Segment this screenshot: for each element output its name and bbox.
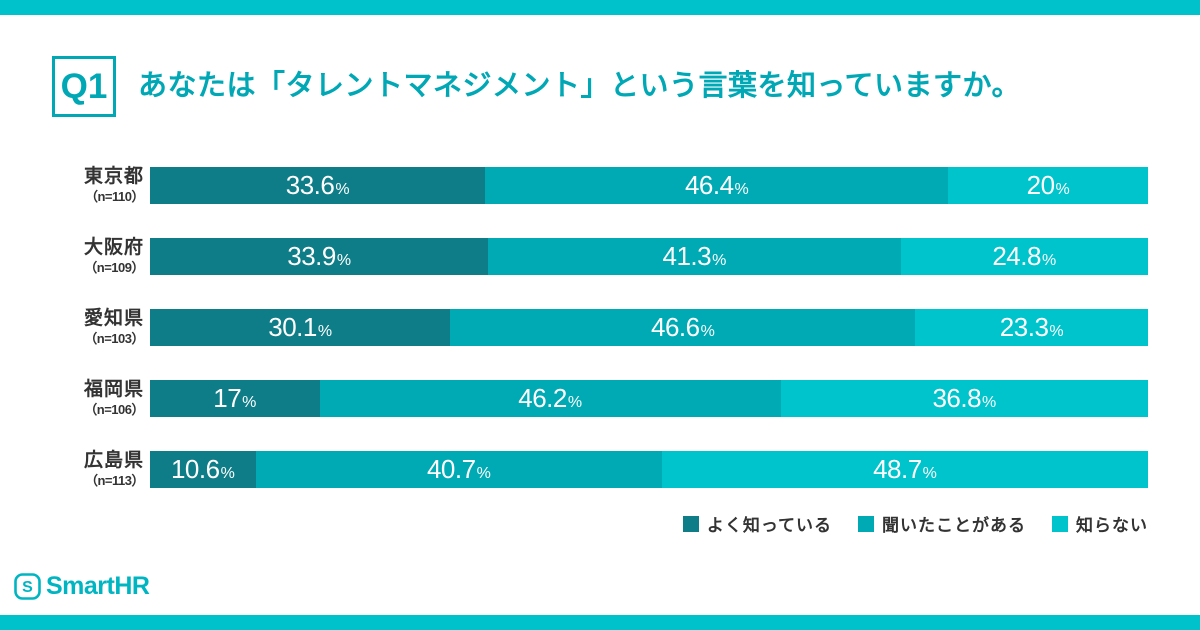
sample-size-label: （n=103） <box>84 330 144 346</box>
smarthr-logo-text: SmartHR <box>46 572 150 600</box>
bar-segment: 48.7% <box>661 450 1148 488</box>
bar-value-label: 17% <box>213 382 257 413</box>
bar-segment: 46.2% <box>319 379 781 417</box>
row-label: 東京都 （n=110） <box>52 165 150 205</box>
prefecture-name: 福岡県 <box>83 379 144 400</box>
bar-value-label: 30.1% <box>268 311 333 342</box>
chart-row: 愛知県 （n=103） 30.1% 46.6% 23.3% <box>52 307 1148 347</box>
bar-segment: 33.6% <box>150 166 486 204</box>
row-label: 福岡県 （n=106） <box>52 378 150 418</box>
legend-item: 知らない <box>1052 511 1148 536</box>
bar-segment: 23.3% <box>915 308 1148 346</box>
stacked-bar: 17% 46.2% 36.8% <box>150 379 1148 417</box>
bar-segment: 40.7% <box>255 450 662 488</box>
legend-swatch <box>1052 515 1068 532</box>
row-label: 広島県 （n=113） <box>52 449 150 489</box>
content: Q1 あなたは「タレントマネジメント」という言葉を知っていますか。 東京都 （n=… <box>0 15 1200 615</box>
bar-value-label: 41.3% <box>662 240 727 271</box>
row-label: 愛知県 （n=103） <box>52 307 150 347</box>
question-title: あなたは「タレントマネジメント」という言葉を知っていますか。 <box>138 70 1021 103</box>
svg-text:S: S <box>22 579 33 596</box>
stacked-bar: 30.1% 46.6% 23.3% <box>150 308 1148 346</box>
bar-value-label: 23.3% <box>999 311 1064 342</box>
bar-value-label: 10.6% <box>170 453 235 484</box>
bar-value-label: 33.6% <box>285 169 350 200</box>
row-label: 大阪府 （n=109） <box>52 236 150 276</box>
bar-value-label: 20% <box>1026 169 1070 200</box>
header: Q1 あなたは「タレントマネジメント」という言葉を知っていますか。 <box>52 56 1148 117</box>
footer: S SmartHR <box>14 572 150 605</box>
prefecture-name: 愛知県 <box>83 308 144 329</box>
smarthr-logo: S SmartHR <box>14 572 150 601</box>
prefecture-name: 広島県 <box>83 450 144 471</box>
chart-rows: 東京都 （n=110） 33.6% 46.4% 20% 大阪府 （n=109） 33.9% 41… <box>52 165 1148 489</box>
chart-legend: よく知っている 聞いたことがある 知らない <box>52 511 1148 536</box>
legend-label: 知らない <box>1076 516 1148 535</box>
prefecture-name: 東京都 <box>83 166 144 187</box>
bar-value-label: 24.8% <box>992 240 1057 271</box>
legend-item: 聞いたことがある <box>858 511 1026 536</box>
legend-item: よく知っている <box>682 511 832 536</box>
bar-segment: 30.1% <box>150 308 451 346</box>
bar-value-label: 40.7% <box>426 453 491 484</box>
bottom-accent-bar <box>0 615 1200 630</box>
bar-value-label: 36.8% <box>932 382 997 413</box>
question-number-badge: Q1 <box>52 56 116 117</box>
bar-value-label: 48.7% <box>873 453 937 484</box>
legend-label: よく知っている <box>706 516 832 535</box>
legend-label: 聞いたことがある <box>882 516 1026 535</box>
bar-segment: 17% <box>150 379 320 417</box>
sample-size-label: （n=106） <box>84 401 144 417</box>
chart-row: 東京都 （n=110） 33.6% 46.4% 20% <box>52 165 1148 205</box>
top-accent-bar <box>0 0 1200 15</box>
bar-segment: 36.8% <box>780 379 1148 417</box>
bar-segment: 24.8% <box>900 237 1148 275</box>
sample-size-label: （n=113） <box>84 472 145 488</box>
bar-segment: 41.3% <box>488 237 901 275</box>
legend-swatch <box>682 515 699 532</box>
sample-size-label: （n=110） <box>84 188 145 204</box>
bar-segment: 46.6% <box>450 308 916 346</box>
bar-segment: 46.4% <box>485 166 949 204</box>
stacked-bar: 33.6% 46.4% 20% <box>150 166 1148 204</box>
bar-value-label: 46.6% <box>651 311 715 342</box>
question-number-label: Q1 <box>60 66 108 106</box>
stacked-bar-chart: 東京都 （n=110） 33.6% 46.4% 20% 大阪府 （n=109） 33.9% 41… <box>52 165 1148 536</box>
bar-segment: 20% <box>948 166 1148 204</box>
legend-swatch <box>858 515 874 532</box>
stacked-bar: 33.9% 41.3% 24.8% <box>150 237 1148 275</box>
bar-segment: 33.9% <box>150 237 489 275</box>
chart-row: 福岡県 （n=106） 17% 46.2% 36.8% <box>52 378 1148 418</box>
chart-row: 広島県 （n=113） 10.6% 40.7% 48.7% <box>52 449 1148 489</box>
sample-size-label: （n=109） <box>84 259 144 275</box>
smarthr-logo-icon: S <box>14 573 41 600</box>
bar-segment: 10.6% <box>150 450 256 488</box>
stacked-bar: 10.6% 40.7% 48.7% <box>150 450 1148 488</box>
chart-row: 大阪府 （n=109） 33.9% 41.3% 24.8% <box>52 236 1148 276</box>
bar-value-label: 33.9% <box>287 240 352 271</box>
bar-value-label: 46.4% <box>684 169 749 200</box>
prefecture-name: 大阪府 <box>83 237 144 258</box>
bar-value-label: 46.2% <box>518 382 583 413</box>
